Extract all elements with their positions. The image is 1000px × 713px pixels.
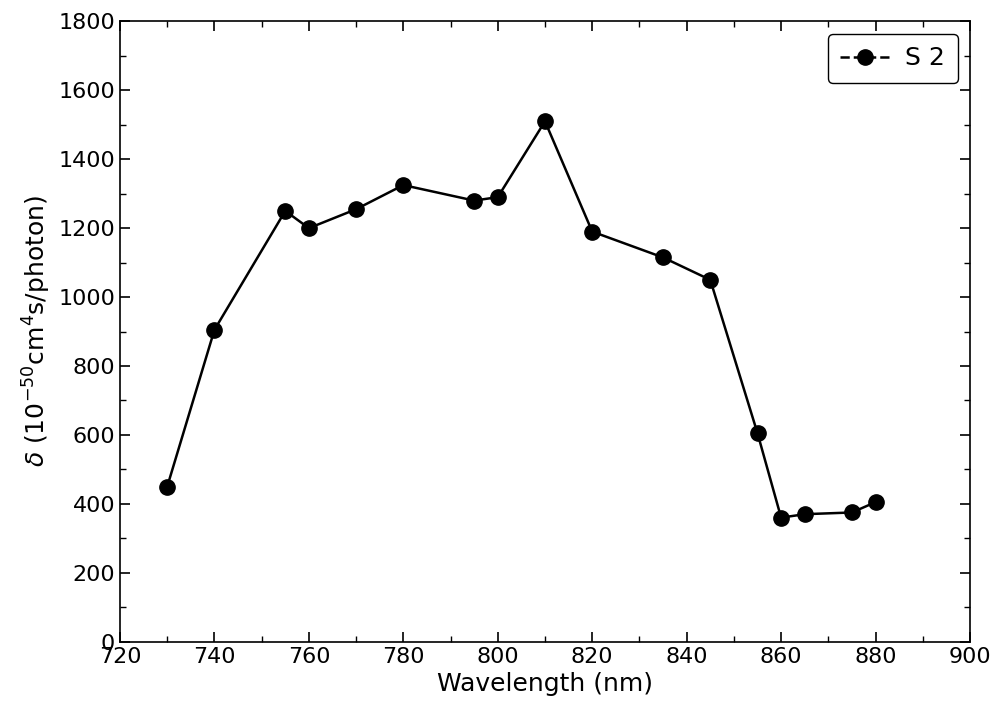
- S 2: [846, 508, 858, 517]
- Y-axis label: $\delta$ (10$^{-50}$cm$^{4}$s/photon): $\delta$ (10$^{-50}$cm$^{4}$s/photon): [21, 195, 53, 468]
- S 2: [799, 510, 811, 518]
- S 2: [468, 196, 480, 205]
- S 2: [775, 513, 787, 522]
- S 2: [586, 227, 598, 236]
- S 2: [161, 482, 173, 491]
- S 2: [397, 181, 409, 190]
- S 2: [303, 224, 315, 232]
- X-axis label: Wavelength (nm): Wavelength (nm): [437, 672, 653, 696]
- Legend: S 2: S 2: [828, 34, 958, 83]
- S 2: [492, 193, 504, 201]
- S 2: [279, 207, 291, 215]
- S 2: [870, 498, 882, 506]
- S 2: [704, 275, 716, 284]
- S 2: [657, 253, 669, 262]
- S 2: [539, 117, 551, 125]
- S 2: [752, 429, 764, 438]
- Line: S 2: S 2: [160, 113, 883, 525]
- S 2: [350, 205, 362, 213]
- S 2: [208, 326, 220, 334]
